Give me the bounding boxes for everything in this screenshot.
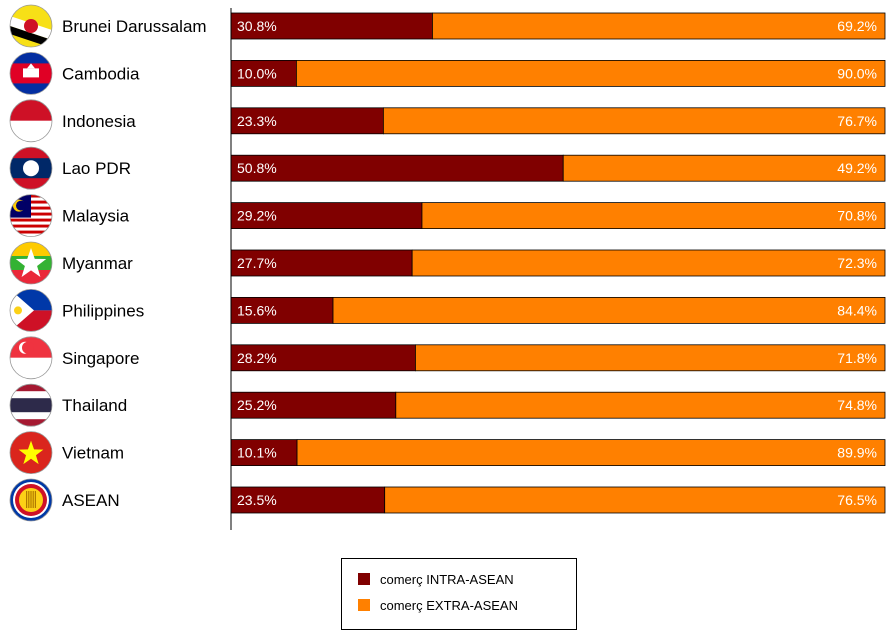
value-label-intra-7: 28.2% bbox=[237, 350, 277, 366]
value-label-extra-10: 76.5% bbox=[837, 492, 877, 508]
legend: comerç INTRA-ASEAN comerç EXTRA-ASEAN bbox=[341, 558, 577, 630]
value-label-intra-9: 10.1% bbox=[237, 445, 277, 461]
category-label-5: Myanmar bbox=[62, 254, 133, 273]
category-label-2: Indonesia bbox=[62, 112, 136, 131]
category-label-9: Vietnam bbox=[62, 444, 124, 463]
value-label-extra-9: 89.9% bbox=[837, 445, 877, 461]
value-label-extra-5: 72.3% bbox=[837, 255, 877, 271]
value-label-extra-2: 76.7% bbox=[837, 113, 877, 129]
singapore-flag-icon bbox=[9, 336, 53, 380]
vietnam-flag-icon bbox=[9, 431, 53, 475]
value-label-intra-1: 10.0% bbox=[237, 65, 277, 81]
legend-swatch-intra bbox=[358, 573, 370, 585]
bar-extra-2 bbox=[382, 107, 886, 135]
bar-extra-6 bbox=[332, 296, 886, 324]
brunei-flag-icon bbox=[9, 4, 53, 48]
myanmar-flag-icon bbox=[9, 241, 53, 285]
legend-item-intra: comerç INTRA-ASEAN bbox=[358, 571, 514, 587]
value-label-intra-10: 23.5% bbox=[237, 492, 277, 508]
cambodia-flag-icon bbox=[9, 52, 53, 95]
legend-item-extra: comerç EXTRA-ASEAN bbox=[358, 597, 518, 613]
flags-column bbox=[9, 4, 53, 522]
bar-extra-1 bbox=[295, 60, 886, 87]
value-label-intra-3: 50.8% bbox=[237, 160, 277, 176]
bar-extra-0 bbox=[432, 12, 886, 40]
value-label-intra-0: 30.8% bbox=[237, 18, 277, 34]
legend-swatch-extra bbox=[358, 599, 370, 611]
bar-intra-1 bbox=[230, 60, 297, 87]
bar-intra-0 bbox=[230, 12, 433, 40]
bar-intra-7 bbox=[230, 344, 416, 372]
value-label-intra-4: 29.2% bbox=[237, 208, 277, 224]
legend-label-intra: comerç INTRA-ASEAN bbox=[380, 571, 514, 587]
value-label-extra-7: 71.8% bbox=[837, 350, 877, 366]
category-label-6: Philippines bbox=[62, 301, 144, 320]
value-label-intra-8: 25.2% bbox=[237, 397, 277, 413]
value-label-extra-8: 74.8% bbox=[837, 397, 877, 413]
philippines-flag-icon bbox=[9, 288, 53, 332]
bar-intra-6 bbox=[230, 296, 334, 324]
bar-extra-9 bbox=[296, 439, 886, 467]
bars bbox=[230, 12, 886, 514]
category-labels: Brunei Darussalam Cambodia Indonesia Lao PD… bbox=[62, 17, 207, 510]
bar-extra-4 bbox=[421, 202, 886, 230]
indonesia-flag-icon bbox=[9, 99, 53, 143]
value-label-intra-5: 27.7% bbox=[237, 255, 277, 271]
value-label-extra-4: 70.8% bbox=[837, 208, 877, 224]
bar-extra-10 bbox=[384, 486, 886, 514]
legend-label-extra: comerç EXTRA-ASEAN bbox=[380, 597, 518, 613]
category-label-8: Thailand bbox=[62, 396, 127, 415]
laos-flag-icon bbox=[9, 146, 53, 190]
value-label-intra-2: 23.3% bbox=[237, 113, 277, 129]
value-label-intra-6: 15.6% bbox=[237, 302, 277, 318]
bar-intra-3 bbox=[230, 154, 564, 182]
bar-intra-2 bbox=[230, 107, 384, 135]
value-label-extra-3: 49.2% bbox=[837, 160, 877, 176]
value-labels: 30.8% 69.2% 10.0% 90.0% 23.3% 76.7% 50.8% 49.2%… bbox=[237, 18, 877, 508]
category-label-3: Lao PDR bbox=[62, 159, 131, 178]
value-label-extra-0: 69.2% bbox=[837, 18, 877, 34]
bar-intra-5 bbox=[230, 249, 413, 277]
bar-extra-7 bbox=[415, 344, 886, 372]
category-label-4: Malaysia bbox=[62, 207, 130, 226]
bar-intra-10 bbox=[230, 486, 386, 514]
bar-extra-3 bbox=[562, 154, 886, 182]
category-label-10: ASEAN bbox=[62, 491, 120, 510]
value-label-extra-1: 90.0% bbox=[837, 65, 877, 81]
value-label-extra-6: 84.4% bbox=[837, 302, 877, 318]
thailand-flag-icon bbox=[9, 383, 53, 427]
bar-extra-5 bbox=[411, 249, 886, 277]
bar-intra-8 bbox=[230, 391, 397, 419]
category-label-1: Cambodia bbox=[62, 64, 140, 83]
category-label-7: Singapore bbox=[62, 349, 140, 368]
asean-emblem-icon bbox=[9, 478, 53, 522]
category-label-0: Brunei Darussalam bbox=[62, 17, 207, 36]
bar-extra-8 bbox=[395, 391, 886, 419]
malaysia-flag-icon bbox=[9, 194, 53, 238]
bar-intra-9 bbox=[230, 439, 298, 467]
